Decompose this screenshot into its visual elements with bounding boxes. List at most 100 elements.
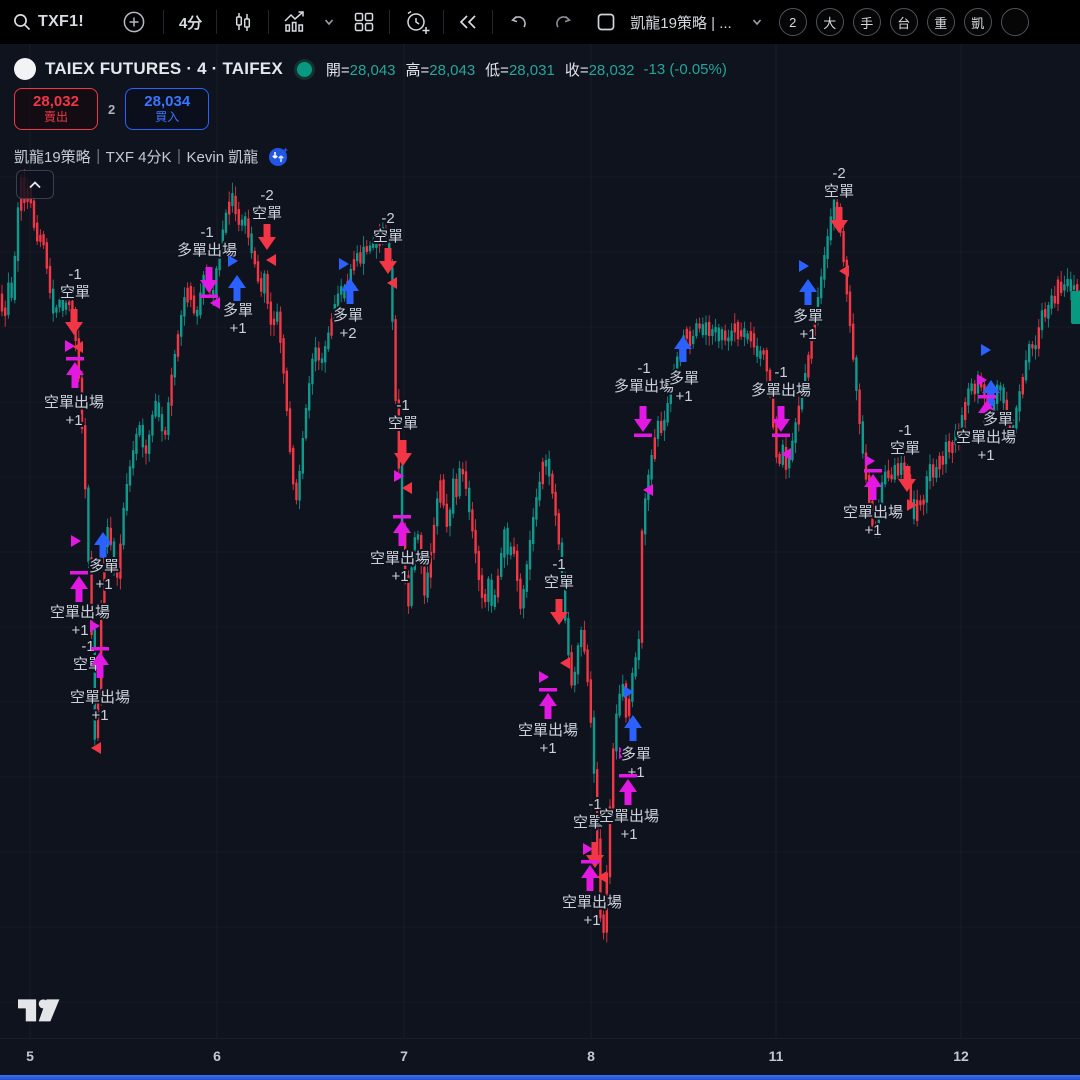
- time-axis[interactable]: 5 6 7 8 11 12: [0, 1038, 1080, 1076]
- strategy-label: 空單出場+1: [44, 394, 104, 429]
- strategy-label: -1 多單出場: [177, 224, 237, 259]
- short-exit-arrow: [70, 571, 88, 602]
- toolbar-badge[interactable]: 重: [926, 8, 955, 36]
- short-entry-arrow: [898, 466, 916, 492]
- long-entry-arrow: [674, 336, 692, 362]
- search-icon: [14, 14, 31, 31]
- short-exit-arrow: [619, 774, 637, 805]
- long-entry-arrow: [799, 279, 817, 305]
- long-entry-arrow: [624, 715, 642, 741]
- interval-button[interactable]: 4分: [179, 12, 202, 33]
- market-status-icon[interactable]: [293, 58, 315, 80]
- strategy-label: 空單出場+1: [599, 808, 659, 843]
- short-entry-arrow: [258, 224, 276, 250]
- time-axis-label: 5: [26, 1048, 34, 1064]
- strategy-label: -2 空單: [373, 210, 403, 245]
- short-exit-arrow: [581, 860, 599, 891]
- chevron-up-icon: [29, 180, 41, 188]
- toolbar-badge[interactable]: 手: [852, 8, 881, 36]
- strategy-label: -1 空單: [890, 422, 920, 457]
- signal-triangle: [643, 484, 653, 496]
- symbol-search-button[interactable]: TXF1!: [12, 12, 84, 32]
- signal-triangle: [73, 341, 83, 353]
- sell-button[interactable]: 28,032 賣出: [14, 88, 98, 130]
- strategy-label: 多單+1: [793, 308, 823, 343]
- instrument-logo: [14, 58, 36, 80]
- undo-icon: [511, 15, 527, 28]
- strategy-label: 多單+1: [89, 558, 119, 593]
- short-exit-arrow: [91, 647, 109, 678]
- layout-grid-button[interactable]: [352, 10, 376, 34]
- signal-triangle: [781, 448, 791, 460]
- strategy-label: 多單: [983, 411, 1013, 428]
- strategy-label: -1 空單: [60, 266, 90, 301]
- sell-label: 賣出: [43, 109, 68, 124]
- signal-triangle: [907, 499, 917, 511]
- layout-name-label: 凱龍19策略 | ...: [630, 14, 732, 32]
- ohlc-field: 高=28,043: [405, 61, 476, 79]
- strategy-label: -1 空單: [544, 556, 574, 591]
- short-entry-arrow: [550, 599, 568, 625]
- long-entry-arrow: [228, 275, 246, 301]
- short-exit-arrow: [393, 515, 411, 546]
- undo-button[interactable]: [508, 12, 530, 32]
- signal-triangle: [394, 470, 404, 482]
- indicators-button[interactable]: [282, 10, 336, 34]
- ohlc-values: 開=28,043 高=28,043 低=28,031 收=28,032: [326, 59, 635, 80]
- toolbar-badge[interactable]: 大: [815, 8, 844, 36]
- collapse-pane-button[interactable]: [16, 170, 54, 199]
- rewind-icon: [460, 15, 476, 29]
- long-entry-arrow: [341, 278, 359, 304]
- buy-price: 28,034: [144, 93, 191, 111]
- short-entry-arrow: [65, 309, 83, 335]
- grid-layout-icon: [355, 12, 374, 32]
- time-axis-label: 7: [400, 1048, 408, 1064]
- toolbar-badge[interactable]: 台: [889, 8, 918, 36]
- instrument-title[interactable]: TAIEX FUTURES · 4 · TAIFEX: [45, 59, 283, 78]
- long-exit-arrow: [634, 406, 652, 437]
- signal-triangle: [560, 657, 570, 669]
- signal-triangle: [210, 297, 220, 309]
- time-axis-label: 12: [953, 1048, 969, 1064]
- toolbar-badge[interactable]: 凱: [963, 8, 992, 36]
- strategy-legend[interactable]: 凱龍19策略｜TXF 4分K｜Kevin 凱龍: [14, 144, 290, 168]
- strategy-label: 空單出場+1: [562, 894, 622, 929]
- signals-icon[interactable]: [266, 144, 290, 168]
- tradingview-logo[interactable]: [18, 998, 62, 1024]
- chevron-down-icon: [752, 19, 761, 26]
- signal-triangle: [977, 374, 987, 386]
- signal-triangle: [402, 482, 412, 494]
- toolbar-badge[interactable]: 2: [778, 8, 807, 36]
- long-entry-arrow: [982, 380, 1000, 406]
- strategy-label: 多單+1: [223, 302, 253, 337]
- short-exit-arrow: [864, 469, 882, 500]
- redo-button[interactable]: [552, 12, 574, 32]
- short-exit-arrow: [539, 688, 557, 719]
- chevron-down-icon: [325, 19, 334, 26]
- time-axis-label: 11: [768, 1048, 784, 1064]
- short-exit-arrow: [66, 357, 84, 388]
- compare-add-button[interactable]: [122, 10, 146, 34]
- alert-button[interactable]: [404, 9, 432, 35]
- strategy-label: 多單+2: [333, 307, 363, 342]
- chart-style-button[interactable]: [231, 10, 255, 34]
- axis-separator: [0, 1038, 1080, 1039]
- bar-replay-button[interactable]: [457, 12, 479, 32]
- last-price-tag: [1071, 291, 1080, 324]
- signal-triangle: [71, 535, 81, 547]
- signal-triangle: [228, 255, 238, 267]
- long-entry-arrow: [94, 532, 112, 558]
- ohlc-field: 收=28,032: [564, 61, 635, 79]
- toolbar-badge[interactable]: [1000, 8, 1029, 36]
- time-axis-label: 8: [587, 1048, 595, 1064]
- buy-button[interactable]: 28,034 買入: [125, 88, 210, 130]
- save-layout-button[interactable]: 凱龍19策略 | ...: [596, 12, 763, 33]
- strategy-label: -1 多單出場: [751, 364, 811, 399]
- signal-triangle: [91, 742, 101, 754]
- time-axis-label: 6: [213, 1048, 221, 1064]
- strategy-label: -1 空單: [388, 397, 418, 432]
- change-value: -13 (-0.05%): [643, 60, 727, 78]
- signal-triangle: [583, 843, 593, 855]
